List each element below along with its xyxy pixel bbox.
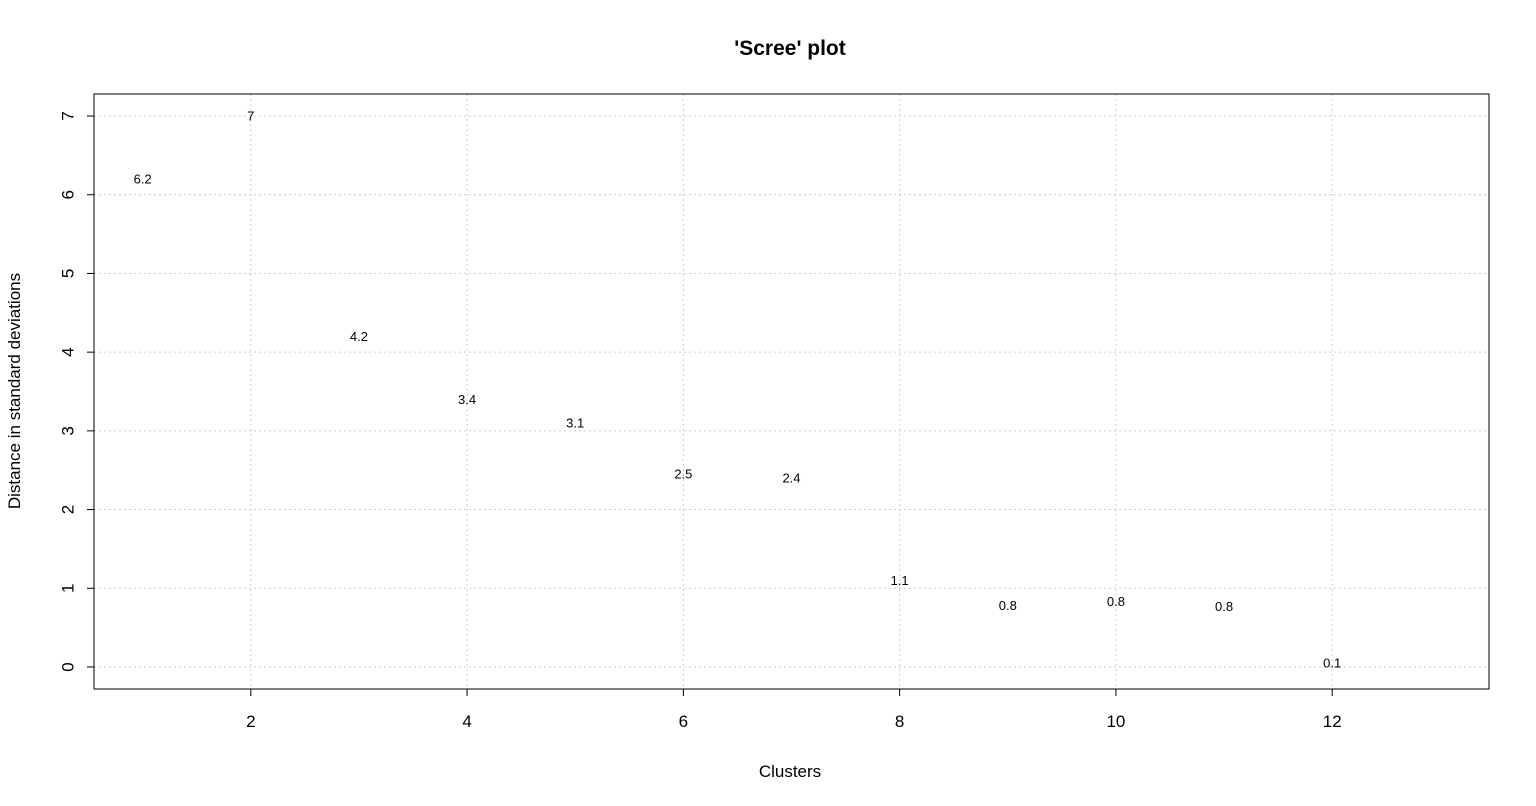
- y-tick-label-2: 2: [59, 505, 78, 514]
- x-tick-label-6: 6: [679, 712, 688, 731]
- x-axis: 2 4 6 8 10 12: [246, 689, 1342, 731]
- data-label-5: 3.1: [566, 415, 584, 430]
- x-tick-label-12: 12: [1323, 712, 1342, 731]
- y-tick-label-7: 7: [59, 111, 78, 120]
- data-label-3: 4.2: [350, 329, 368, 344]
- x-axis-label: Clusters: [759, 762, 821, 781]
- x-tick-label-4: 4: [462, 712, 471, 731]
- data-label-4: 3.4: [458, 392, 476, 407]
- data-label-9: 0.8: [999, 598, 1017, 613]
- x-tick-label-2: 2: [246, 712, 255, 731]
- data-label-1: 6.2: [134, 172, 152, 187]
- data-label-7: 2.4: [782, 471, 800, 486]
- y-tick-label-1: 1: [59, 584, 78, 593]
- chart-title: 'Scree' plot: [734, 37, 846, 60]
- data-label-6: 2.5: [674, 467, 692, 482]
- y-axis: 0 1 2 3 4 5 6 7: [59, 111, 94, 672]
- data-label-8: 1.1: [891, 573, 909, 588]
- data-label-12: 0.1: [1323, 656, 1341, 671]
- x-tick-label-8: 8: [895, 712, 904, 731]
- y-tick-label-6: 6: [59, 190, 78, 199]
- data-label-11: 0.8: [1215, 599, 1233, 614]
- data-labels: 6.2 7 4.2 3.4 3.1 2.5 2.4 1.1 0.8 0.8 0.8 0.1: [134, 109, 1342, 671]
- y-tick-label-5: 5: [59, 269, 78, 278]
- x-tick-label-10: 10: [1106, 712, 1125, 731]
- y-tick-label-0: 0: [59, 662, 78, 671]
- data-label-2: 7: [247, 109, 254, 124]
- data-label-10: 0.8: [1107, 594, 1125, 609]
- y-tick-label-3: 3: [59, 426, 78, 435]
- plot-frame: [93, 93, 1490, 690]
- y-tick-label-4: 4: [59, 347, 78, 356]
- grid: [94, 94, 1489, 689]
- y-axis-label: Distance in standard deviations: [5, 273, 24, 509]
